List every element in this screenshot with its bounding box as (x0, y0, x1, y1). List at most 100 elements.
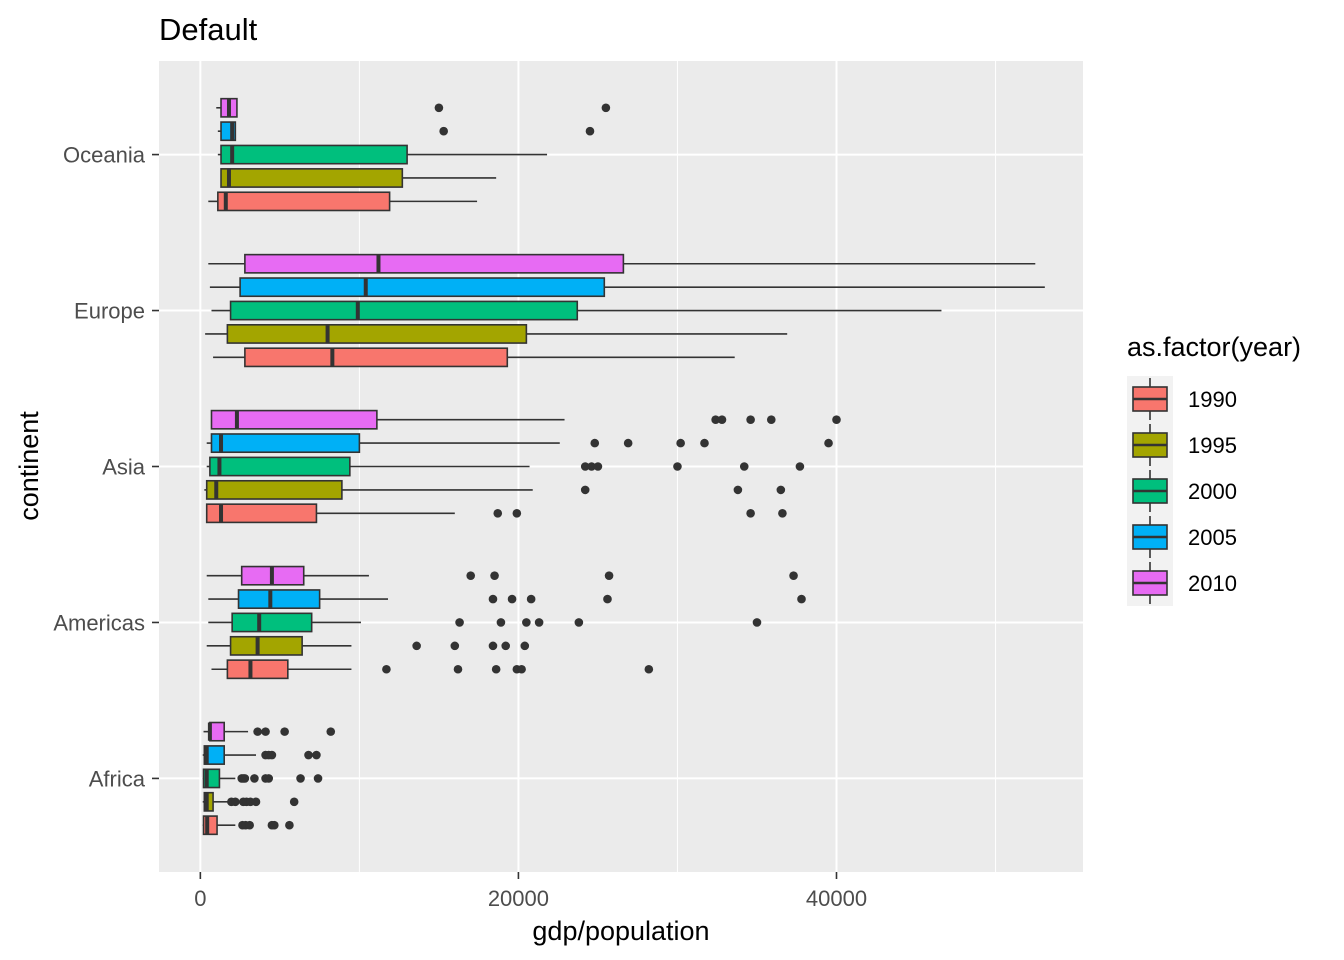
y-tick-label: Americas (53, 610, 145, 635)
legend-item-2005: 2005 (1127, 514, 1237, 560)
box-africa-2000 (202, 768, 323, 789)
legend-item-1995: 1995 (1127, 422, 1237, 468)
outlier-point (493, 508, 503, 518)
legend-label: 2010 (1188, 571, 1237, 596)
legend-item-2000: 2000 (1127, 468, 1237, 514)
outlier-point (752, 618, 762, 627)
box-iqr (239, 277, 606, 298)
y-tick-label: Europe (74, 299, 145, 324)
box-europe-2010 (208, 253, 1036, 274)
outlier-point (439, 126, 448, 136)
outlier-point (491, 664, 501, 674)
outlier-point (580, 485, 590, 495)
outlier-point (296, 774, 305, 783)
outlier-point (717, 415, 727, 425)
outlier-point (251, 797, 261, 807)
box-iqr (217, 191, 391, 212)
box-iqr (231, 612, 313, 633)
box-asia-1995 (204, 479, 786, 500)
box-europe-2000 (211, 300, 942, 321)
box-oceania-2010 (216, 97, 611, 118)
y-tick-label: Asia (102, 455, 146, 480)
box-iqr (237, 589, 321, 609)
box-iqr (205, 479, 343, 500)
box-iqr (205, 503, 318, 524)
box-iqr (244, 347, 509, 368)
legend-label: 1990 (1188, 387, 1237, 412)
box-asia-1990 (205, 503, 787, 524)
box-americas-2005 (208, 589, 806, 609)
outlier-point (267, 750, 277, 760)
outlier-point (603, 594, 612, 604)
outlier-point (231, 797, 240, 807)
outlier-point (797, 594, 806, 604)
outlier-point (746, 508, 755, 518)
outlier-point (733, 485, 743, 495)
x-tick-label: 40000 (806, 886, 867, 911)
outlier-point (520, 641, 530, 651)
outlier-point (789, 571, 798, 580)
box-asia-2005 (206, 433, 833, 454)
box-africa-1995 (202, 791, 299, 812)
outlier-point (285, 820, 294, 830)
outlier-point (496, 618, 506, 627)
legend-title: as.factor(year) (1127, 332, 1301, 362)
legend-label: 2005 (1188, 525, 1237, 550)
outlier-point (412, 641, 421, 651)
box-oceania-1995 (220, 168, 497, 188)
outlier-point (313, 774, 323, 783)
outlier-point (512, 508, 522, 518)
outlier-point (593, 462, 603, 471)
outlier-point (746, 415, 755, 425)
outlier-point (644, 664, 654, 674)
box-asia-2010 (210, 409, 841, 430)
box-americas-2000 (208, 612, 762, 633)
x-axis-title: gdp/population (532, 916, 709, 946)
outlier-point (450, 641, 460, 651)
box-europe-1995 (205, 324, 788, 344)
outlier-point (590, 438, 600, 448)
x-tick-label: 20000 (488, 886, 549, 911)
outlier-point (488, 594, 498, 604)
outlier-point (490, 571, 499, 580)
outlier-point (795, 462, 805, 471)
box-africa-1990 (202, 815, 294, 836)
box-oceania-2005 (217, 121, 595, 142)
outlier-point (778, 508, 787, 518)
outlier-point (526, 594, 536, 604)
box-iqr (209, 721, 226, 742)
box-iqr (244, 253, 625, 274)
box-europe-1990 (213, 347, 735, 368)
outlier-point (280, 727, 289, 736)
outlier-point (326, 727, 336, 736)
box-iqr (220, 144, 408, 165)
chart-title: Default (159, 12, 258, 47)
box-americas-2010 (206, 565, 798, 586)
outlier-point (700, 438, 709, 448)
box-iqr (210, 409, 378, 430)
outlier-point (711, 415, 720, 425)
legend-label: 2000 (1188, 479, 1237, 504)
outlier-point (673, 462, 682, 471)
box-iqr (210, 433, 361, 454)
y-tick-label: Africa (89, 766, 146, 791)
outlier-point (580, 462, 590, 471)
outlier-point (270, 820, 279, 830)
legend-item-2010: 2010 (1127, 560, 1237, 606)
outlier-point (245, 820, 254, 830)
box-iqr (229, 300, 579, 321)
outlier-point (776, 485, 786, 495)
outlier-point (507, 594, 517, 604)
outlier-point (466, 571, 476, 580)
outlier-point (250, 774, 259, 783)
outlier-point (434, 103, 444, 113)
outlier-point (766, 415, 776, 425)
outlier-point (488, 641, 498, 651)
outlier-point (312, 750, 321, 760)
box-oceania-2000 (217, 144, 548, 165)
outlier-point (832, 415, 841, 425)
box-iqr (226, 324, 528, 344)
legend: as.factor(year) 1990 1995 2000 2005 2010 (1127, 332, 1301, 606)
outlier-point (264, 774, 274, 783)
outlier-point (455, 618, 464, 627)
